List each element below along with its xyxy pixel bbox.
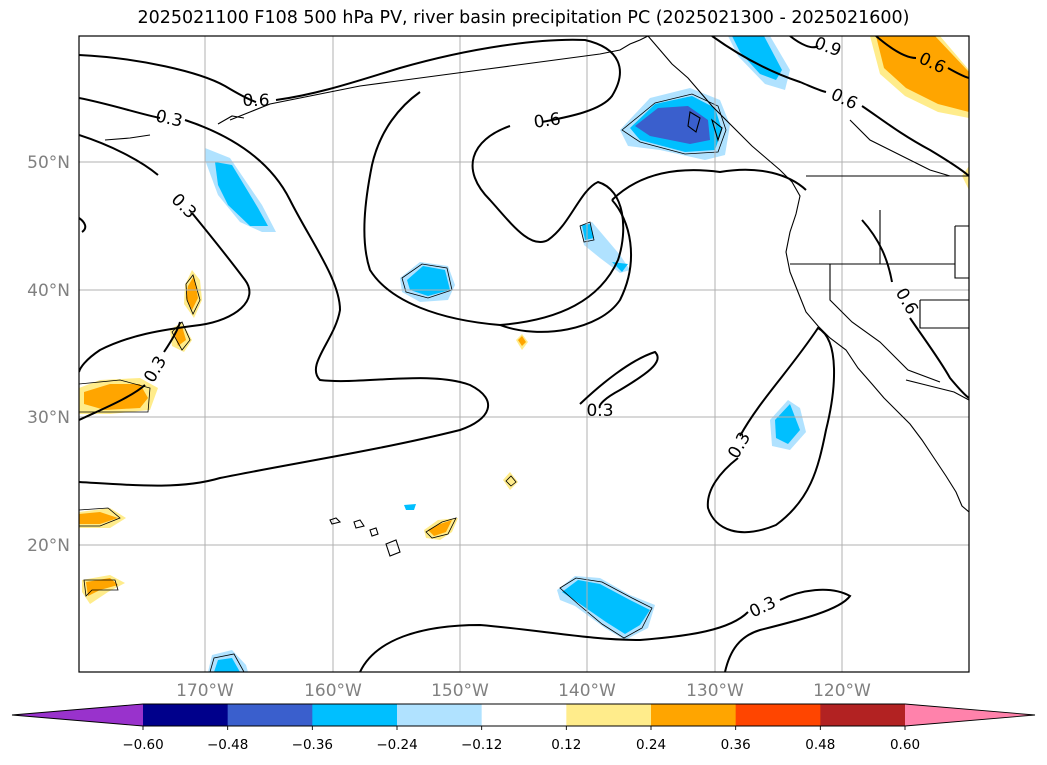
colorbar-segment (481, 704, 567, 726)
latitude-labels: 50°N 40°N 30°N 20°N (27, 153, 70, 556)
colorbar-tick-label: 0.12 (551, 737, 581, 753)
colorbar-segment (397, 704, 483, 726)
graticule (79, 36, 969, 672)
lat-label: 30°N (27, 408, 70, 428)
colorbar-tick-label: −0.60 (122, 737, 163, 753)
contour-label: 0.3 (586, 401, 613, 421)
colorbar-extend-high (905, 704, 1035, 726)
colorbar-tick-label: 0.48 (805, 737, 835, 753)
colorbar-tick-label: −0.12 (461, 737, 502, 753)
lon-label: 170°W (176, 681, 234, 701)
colorbar-tick-label: 0.24 (636, 737, 666, 753)
lon-label: 120°W (813, 681, 871, 701)
lat-label: 40°N (27, 281, 70, 301)
colorbar-segment (143, 704, 229, 726)
map-title: 2025021100 F108 500 hPa PV, river basin … (137, 8, 910, 28)
lat-label: 20°N (27, 536, 70, 556)
colorbar-tick-label: 0.36 (721, 737, 751, 753)
lon-label: 150°W (431, 681, 489, 701)
colorbar-tick-label: −0.24 (376, 737, 417, 753)
map-panel (79, 36, 969, 672)
pv-contours (79, 36, 969, 672)
map-frame (78, 35, 970, 673)
colorbar-extend-low (12, 704, 143, 726)
colorbar-segment (227, 704, 313, 726)
colorbar-segment (735, 704, 821, 726)
contour-label: 0.6 (533, 109, 563, 133)
precipitation-outlines (79, 93, 727, 672)
colorbar: −0.60 −0.48 −0.36 −0.24 −0.12 0.12 0.24 0.36 0.4… (11, 703, 1036, 753)
colorbar-segment (651, 704, 737, 726)
lon-label: 130°W (686, 681, 744, 701)
lon-label: 160°W (304, 681, 362, 701)
colorbar-tick-label: 0.60 (890, 737, 920, 753)
precipitation-shading (79, 36, 969, 672)
colorbar-tick-label: −0.48 (207, 737, 248, 753)
colorbar-tick-label: −0.36 (292, 737, 333, 753)
contour-label: 0.6 (242, 91, 269, 111)
longitude-labels: 170°W 160°W 150°W 140°W 130°W 120°W (176, 681, 871, 701)
lon-label: 140°W (558, 681, 616, 701)
colorbar-segment (566, 704, 652, 726)
lat-label: 50°N (27, 153, 70, 173)
colorbar-segment (820, 704, 906, 726)
coastlines (104, 36, 969, 557)
colorbar-segment (312, 704, 398, 726)
